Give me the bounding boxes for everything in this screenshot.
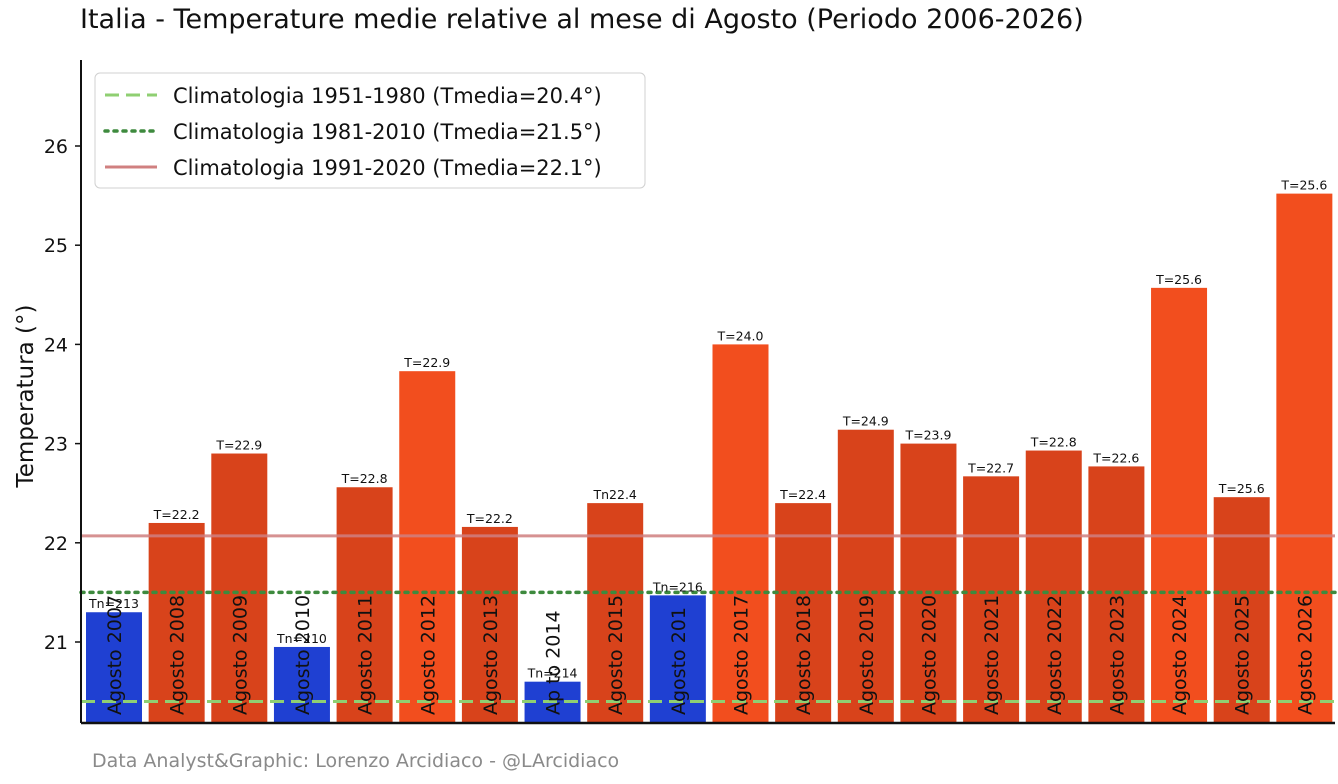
bar-7: [461, 526, 518, 723]
bar-value-label: T=25.6: [1280, 178, 1327, 193]
bar-labels-layer: Tn=213 T=22.2 T=22.9 Tn=210 T=22.8 T=22.9 T=22…: [88, 178, 1327, 681]
legend: Climatologia 1951-1980 (Tmedia=20.4°) Cli…: [94, 72, 646, 189]
y-tick-label: 25: [44, 235, 68, 257]
bar-value-label: T=22.9: [215, 438, 262, 453]
x-tick-label: Agosto 2007: [104, 595, 126, 715]
chart-title: Italia - Temperature medie relative al m…: [80, 4, 1084, 35]
x-tick-label: Ap to 2014: [543, 610, 565, 715]
bar-18: [1151, 287, 1208, 723]
x-tick-label: Agosto 2017: [731, 595, 753, 715]
x-tick-label: Agosto 201: [668, 607, 690, 715]
legend-entry-3: Climatologia 1991-2020 (Tmedia=22.1°): [173, 156, 602, 180]
y-tick-label: 21: [44, 632, 68, 654]
category-labels-layer: Agosto 2007 Agosto 2008 Agosto 2009 Agosto …: [104, 595, 1316, 715]
bar-6: [399, 371, 456, 723]
bar-16: [1025, 450, 1082, 723]
bar-14: [900, 443, 957, 723]
x-tick-label: Agosto 2026: [1294, 595, 1316, 715]
x-tick-label: Agosto 2019: [856, 595, 878, 715]
x-tick-label: Agosto 2022: [1044, 595, 1066, 715]
bar-15: [963, 476, 1020, 723]
y-tick-label: 24: [44, 334, 68, 356]
bar-value-label: T=22.4: [779, 487, 826, 502]
bar-value-label: T=22.9: [403, 355, 450, 370]
x-tick-label: Agosto 2008: [167, 595, 189, 715]
y-tick-label: 22: [44, 533, 68, 555]
bar-12: [775, 503, 832, 723]
bar-value-label: T=22.6: [1092, 450, 1139, 465]
bar-value-label: T=25.6: [1218, 481, 1265, 496]
bar-value-label: Tn=216: [652, 579, 703, 594]
x-tick-label: Agosto 2023: [1106, 595, 1128, 715]
bar-11: [712, 344, 769, 723]
x-tick-label: Agosto 2013: [480, 595, 502, 715]
bar-value-label: T=24.9: [842, 414, 889, 429]
x-tick-label: Agosto 2020: [918, 595, 940, 715]
bar-value-label: Tn=210: [276, 631, 327, 646]
bar-value-label: T=25.6: [1155, 272, 1202, 287]
bar-value-label: T=22.7: [967, 460, 1014, 475]
x-tick-label: Agosto 2024: [1169, 595, 1191, 715]
bar-value-label: Tn=213: [88, 596, 139, 611]
x-tick-label: Agosto 2009: [229, 595, 251, 715]
x-tick-label: Agosto 2018: [793, 595, 815, 715]
bar-value-label: T=22.8: [1030, 435, 1077, 450]
x-tick-label: Agosto 2021: [981, 595, 1003, 715]
bar-value-label: T=24.0: [717, 328, 764, 343]
bar-17: [1088, 466, 1145, 723]
bar-value-label: Tn=214: [527, 666, 578, 681]
bars-layer: [86, 193, 1333, 724]
y-tick-label: 23: [44, 434, 68, 456]
bar-value-label: T=22.8: [341, 471, 388, 486]
legend-box: [94, 72, 646, 189]
credit-text: Data Analyst&Graphic: Lorenzo Arcidiaco …: [92, 750, 620, 772]
bar-5: [336, 487, 393, 723]
bar-2: [148, 522, 205, 723]
bar-3: [211, 453, 268, 723]
x-tick-label: Agosto 2011: [355, 595, 377, 715]
bar-9: [587, 503, 644, 723]
x-tick-label: Agosto 2015: [605, 595, 627, 715]
x-tick-label: Agosto 2010: [292, 595, 314, 715]
x-tick-label: Agosto 2012: [417, 595, 439, 715]
bar-13: [837, 429, 894, 723]
y-tick-label: 26: [44, 136, 68, 158]
reference-lines-layer: [79, 534, 1337, 704]
bar-value-label: T=23.9: [904, 428, 951, 443]
bar-1: [86, 612, 142, 723]
bar-value-label: T=22.2: [153, 507, 200, 522]
x-tick-label: Agosto 2025: [1232, 595, 1254, 715]
bar-20: [1276, 193, 1333, 724]
bar-value-label: Tn22.4: [593, 487, 637, 502]
axes-layer: [80, 60, 1335, 725]
y-axis-label: Temperatura (°): [13, 305, 39, 489]
y-ticks-layer: 21 22 23 24 25 26: [44, 136, 81, 654]
bar-4: [273, 646, 330, 723]
legend-entry-2: Climatologia 1981-2010 (Tmedia=21.5°): [173, 120, 602, 144]
bar-value-label: T=22.2: [466, 511, 513, 526]
legend-entry-1: Climatologia 1951-1980 (Tmedia=20.4°): [173, 84, 602, 108]
